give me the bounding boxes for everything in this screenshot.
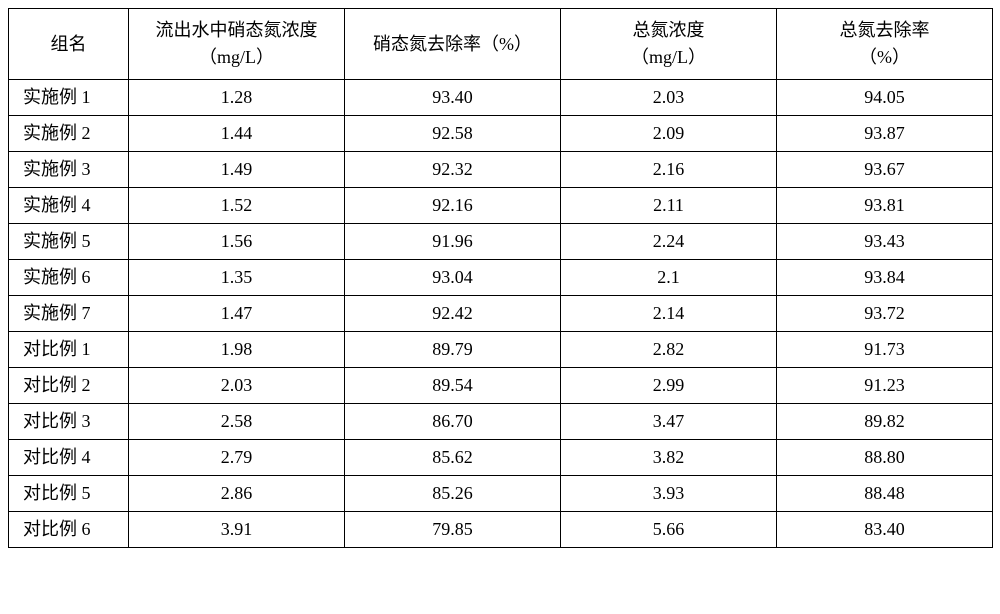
- table-row: 实施例 41.5292.162.1193.81: [9, 188, 993, 224]
- cell-group-name: 对比例 3: [9, 404, 129, 440]
- cell-total-n-conc: 2.1: [561, 260, 777, 296]
- col-header-label: 组名: [51, 34, 87, 54]
- table-row: 对比例 42.7985.623.8288.80: [9, 440, 993, 476]
- table-body: 实施例 11.2893.402.0394.05实施例 21.4492.582.0…: [9, 80, 993, 548]
- col-header-total-n-removal: 总氮去除率 （%）: [777, 9, 993, 80]
- cell-total-n-conc: 2.24: [561, 224, 777, 260]
- cell-group-name: 对比例 5: [9, 476, 129, 512]
- col-header-label-line2: （mg/L）: [631, 47, 706, 67]
- table-row: 对比例 63.9179.855.6683.40: [9, 512, 993, 548]
- col-header-label-line2: （%）: [859, 47, 910, 67]
- col-header-label-line2: （mg/L）: [199, 47, 274, 67]
- cell-nitrate-conc: 2.58: [129, 404, 345, 440]
- cell-total-n-removal: 83.40: [777, 512, 993, 548]
- cell-nitrate-conc: 1.44: [129, 116, 345, 152]
- table-row: 实施例 61.3593.042.193.84: [9, 260, 993, 296]
- table-row: 实施例 31.4992.322.1693.67: [9, 152, 993, 188]
- cell-total-n-removal: 91.23: [777, 368, 993, 404]
- cell-total-n-conc: 3.47: [561, 404, 777, 440]
- cell-total-n-removal: 89.82: [777, 404, 993, 440]
- cell-nitrate-removal: 89.54: [345, 368, 561, 404]
- cell-total-n-conc: 2.16: [561, 152, 777, 188]
- table-row: 对比例 52.8685.263.9388.48: [9, 476, 993, 512]
- cell-total-n-removal: 94.05: [777, 80, 993, 116]
- nitrogen-removal-table: 组名 流出水中硝态氮浓度 （mg/L） 硝态氮去除率（%） 总氮浓度 （mg/L…: [8, 8, 993, 548]
- cell-total-n-conc: 2.99: [561, 368, 777, 404]
- cell-group-name: 对比例 1: [9, 332, 129, 368]
- cell-nitrate-conc: 2.86: [129, 476, 345, 512]
- cell-group-name: 对比例 4: [9, 440, 129, 476]
- cell-group-name: 实施例 3: [9, 152, 129, 188]
- cell-nitrate-conc: 1.47: [129, 296, 345, 332]
- cell-nitrate-removal: 93.40: [345, 80, 561, 116]
- cell-total-n-conc: 2.82: [561, 332, 777, 368]
- cell-total-n-removal: 88.48: [777, 476, 993, 512]
- header-row: 组名 流出水中硝态氮浓度 （mg/L） 硝态氮去除率（%） 总氮浓度 （mg/L…: [9, 9, 993, 80]
- cell-total-n-conc: 2.03: [561, 80, 777, 116]
- cell-group-name: 对比例 6: [9, 512, 129, 548]
- cell-total-n-removal: 93.81: [777, 188, 993, 224]
- table-row: 对比例 22.0389.542.9991.23: [9, 368, 993, 404]
- cell-nitrate-conc: 1.98: [129, 332, 345, 368]
- col-header-group-name: 组名: [9, 9, 129, 80]
- col-header-label-line1: 总氮浓度: [633, 20, 705, 40]
- cell-total-n-removal: 93.67: [777, 152, 993, 188]
- col-header-label: 硝态氮去除率（%）: [373, 34, 532, 54]
- cell-nitrate-removal: 79.85: [345, 512, 561, 548]
- cell-total-n-removal: 93.43: [777, 224, 993, 260]
- cell-nitrate-removal: 92.16: [345, 188, 561, 224]
- cell-group-name: 实施例 4: [9, 188, 129, 224]
- cell-nitrate-conc: 1.56: [129, 224, 345, 260]
- cell-nitrate-conc: 1.52: [129, 188, 345, 224]
- cell-group-name: 对比例 2: [9, 368, 129, 404]
- table-row: 实施例 51.5691.962.2493.43: [9, 224, 993, 260]
- cell-group-name: 实施例 5: [9, 224, 129, 260]
- cell-total-n-conc: 2.14: [561, 296, 777, 332]
- cell-nitrate-removal: 85.26: [345, 476, 561, 512]
- col-header-nitrate-conc: 流出水中硝态氮浓度 （mg/L）: [129, 9, 345, 80]
- cell-nitrate-removal: 92.32: [345, 152, 561, 188]
- cell-nitrate-conc: 1.49: [129, 152, 345, 188]
- cell-nitrate-conc: 2.79: [129, 440, 345, 476]
- cell-total-n-conc: 3.93: [561, 476, 777, 512]
- cell-total-n-conc: 2.09: [561, 116, 777, 152]
- table-row: 实施例 71.4792.422.1493.72: [9, 296, 993, 332]
- col-header-nitrate-removal: 硝态氮去除率（%）: [345, 9, 561, 80]
- cell-group-name: 实施例 7: [9, 296, 129, 332]
- cell-total-n-conc: 5.66: [561, 512, 777, 548]
- col-header-label-line1: 流出水中硝态氮浓度: [156, 20, 318, 40]
- cell-nitrate-conc: 1.28: [129, 80, 345, 116]
- cell-nitrate-conc: 3.91: [129, 512, 345, 548]
- cell-total-n-removal: 91.73: [777, 332, 993, 368]
- cell-nitrate-removal: 92.42: [345, 296, 561, 332]
- cell-nitrate-conc: 1.35: [129, 260, 345, 296]
- table-row: 对比例 32.5886.703.4789.82: [9, 404, 993, 440]
- col-header-total-n-conc: 总氮浓度 （mg/L）: [561, 9, 777, 80]
- cell-group-name: 实施例 2: [9, 116, 129, 152]
- cell-group-name: 实施例 6: [9, 260, 129, 296]
- cell-total-n-conc: 2.11: [561, 188, 777, 224]
- cell-group-name: 实施例 1: [9, 80, 129, 116]
- cell-total-n-removal: 93.84: [777, 260, 993, 296]
- table-row: 对比例 11.9889.792.8291.73: [9, 332, 993, 368]
- cell-nitrate-removal: 92.58: [345, 116, 561, 152]
- cell-total-n-removal: 88.80: [777, 440, 993, 476]
- table-row: 实施例 21.4492.582.0993.87: [9, 116, 993, 152]
- cell-nitrate-removal: 93.04: [345, 260, 561, 296]
- table-row: 实施例 11.2893.402.0394.05: [9, 80, 993, 116]
- cell-nitrate-removal: 89.79: [345, 332, 561, 368]
- cell-nitrate-conc: 2.03: [129, 368, 345, 404]
- cell-nitrate-removal: 91.96: [345, 224, 561, 260]
- cell-nitrate-removal: 85.62: [345, 440, 561, 476]
- cell-nitrate-removal: 86.70: [345, 404, 561, 440]
- table-header: 组名 流出水中硝态氮浓度 （mg/L） 硝态氮去除率（%） 总氮浓度 （mg/L…: [9, 9, 993, 80]
- col-header-label-line1: 总氮去除率: [840, 20, 930, 40]
- cell-total-n-removal: 93.72: [777, 296, 993, 332]
- cell-total-n-removal: 93.87: [777, 116, 993, 152]
- cell-total-n-conc: 3.82: [561, 440, 777, 476]
